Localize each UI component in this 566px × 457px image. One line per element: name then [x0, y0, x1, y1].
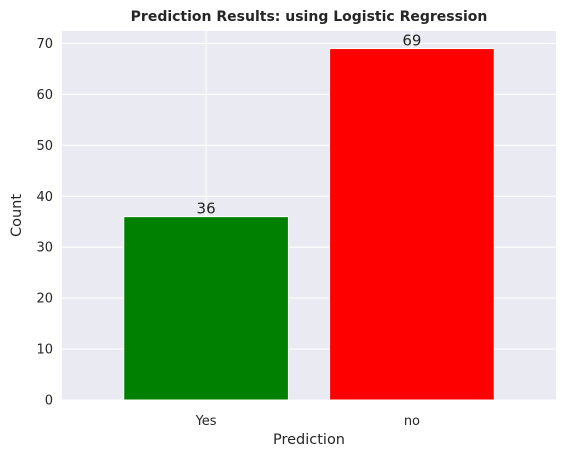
y-tick-label: 60: [36, 88, 53, 103]
y-tick-label: 20: [36, 292, 53, 307]
bar-yes: [123, 216, 289, 401]
y-axis-ticks: 0 10 20 30 40 50 60 70: [36, 37, 53, 409]
y-tick-label: 70: [36, 37, 53, 52]
y-tick-label: 50: [36, 139, 53, 154]
y-tick-label: 0: [45, 394, 53, 409]
bars: [123, 48, 495, 401]
chart-title: Prediction Results: using Logistic Regre…: [131, 9, 488, 25]
data-labels: 36 69: [197, 32, 422, 218]
y-tick-label: 10: [36, 343, 53, 358]
data-label: 69: [402, 32, 421, 50]
data-label: 36: [197, 200, 216, 218]
x-tick-label: no: [404, 414, 420, 429]
y-tick-label: 40: [36, 190, 53, 205]
x-tick-label: Yes: [195, 414, 217, 429]
x-axis-label: Prediction: [273, 432, 345, 448]
y-tick-label: 30: [36, 241, 53, 256]
y-axis-label: Count: [9, 194, 25, 237]
x-axis-ticks: Yes no: [195, 414, 420, 429]
bar-no: [329, 48, 495, 401]
